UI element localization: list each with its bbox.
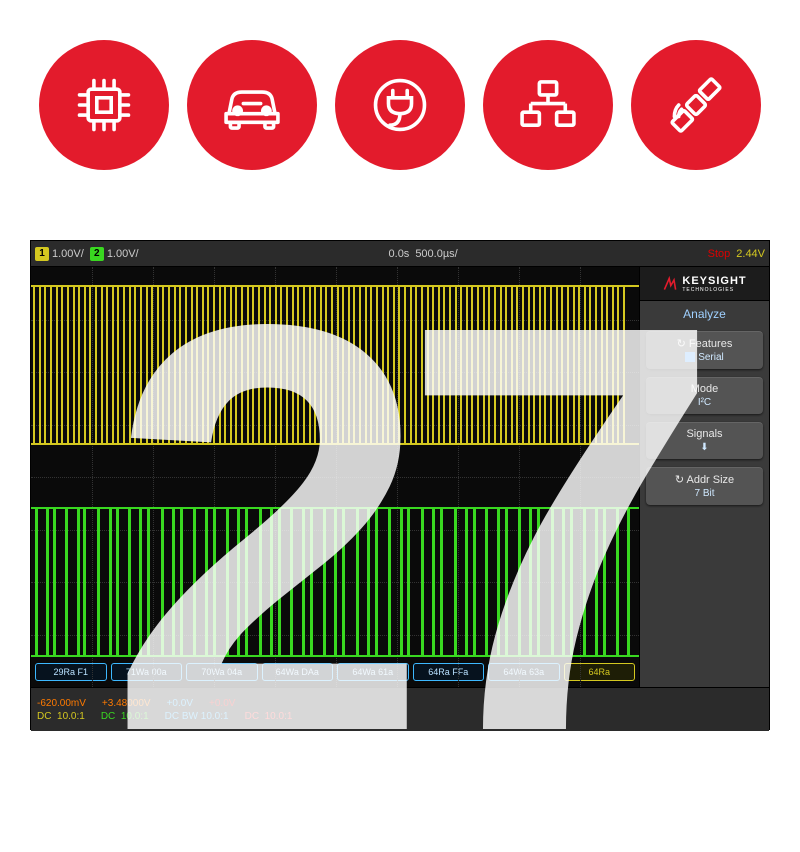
channel-1-label: 1 1.00V/ — [35, 247, 84, 261]
meas-v2: +3.48000V — [102, 698, 151, 709]
decode-pill: 64Wa DAa — [262, 663, 334, 681]
decode-pill: 64Wa 63a — [488, 663, 560, 681]
ch4-coupling: DC 10.0:1 — [245, 711, 293, 722]
decode-pill: 71Wa 00a — [111, 663, 183, 681]
decode-pill: 64Ra FFa — [413, 663, 485, 681]
decode-row: 29Ra F171Wa 00a70Wa 04a64Wa DAa64Wa 61a6… — [31, 663, 639, 681]
brand-logo: KEYSIGHT TECHNOLOGIES — [640, 267, 769, 301]
decode-pill: 29Ra F1 — [35, 663, 107, 681]
meas-v3: +0.0V — [167, 698, 193, 709]
car-icon — [187, 40, 317, 170]
chip-icon — [39, 40, 169, 170]
time-position: 0.0s — [389, 248, 410, 260]
features-button[interactable]: ↻ Features Serial — [646, 331, 763, 369]
satellite-icon — [631, 40, 761, 170]
ch2-coupling: DC 10.0:1 — [101, 711, 149, 722]
plug-icon — [335, 40, 465, 170]
decode-pill: 64Ra — [564, 663, 636, 681]
mode-button[interactable]: Mode I²C — [646, 377, 763, 414]
network-icon — [483, 40, 613, 170]
side-panel: KEYSIGHT TECHNOLOGIES Analyze ↻ Features… — [639, 267, 769, 687]
signals-button[interactable]: Signals ⬇ — [646, 422, 763, 459]
time-scale: 500.0µs/ — [415, 248, 457, 260]
ch3-coupling: DC BW 10.0:1 — [165, 711, 229, 722]
ch1-coupling: DC 10.0:1 — [37, 711, 85, 722]
scope-top-bar: 1 1.00V/ 2 1.00V/ 0.0s 500.0µs/ Stop 2.4… — [31, 241, 769, 267]
scope-bottom-bar: -620.00mV +3.48000V +0.0V +0.0V DC 10.0:… — [31, 687, 769, 731]
channel-2-label: 2 1.00V/ — [90, 247, 139, 261]
meas-v1: -620.00mV — [37, 698, 86, 709]
oscilloscope-screenshot: 1 1.00V/ 2 1.00V/ 0.0s 500.0µs/ Stop 2.4… — [30, 240, 770, 730]
category-icon-row — [0, 0, 800, 170]
decode-pill: 70Wa 04a — [186, 663, 258, 681]
addr-size-button[interactable]: ↻ Addr Size 7 Bit — [646, 467, 763, 505]
panel-title: Analyze — [640, 301, 769, 327]
run-stop-indicator: Stop — [708, 248, 731, 260]
trigger-level: 2.44V — [736, 248, 765, 260]
meas-v4: +0.0V — [209, 698, 235, 709]
waveform-area: 29Ra F171Wa 00a70Wa 04a64Wa DAa64Wa 61a6… — [31, 267, 639, 687]
